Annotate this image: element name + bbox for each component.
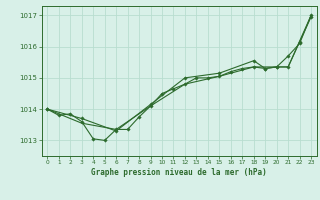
X-axis label: Graphe pression niveau de la mer (hPa): Graphe pression niveau de la mer (hPa) xyxy=(91,168,267,177)
